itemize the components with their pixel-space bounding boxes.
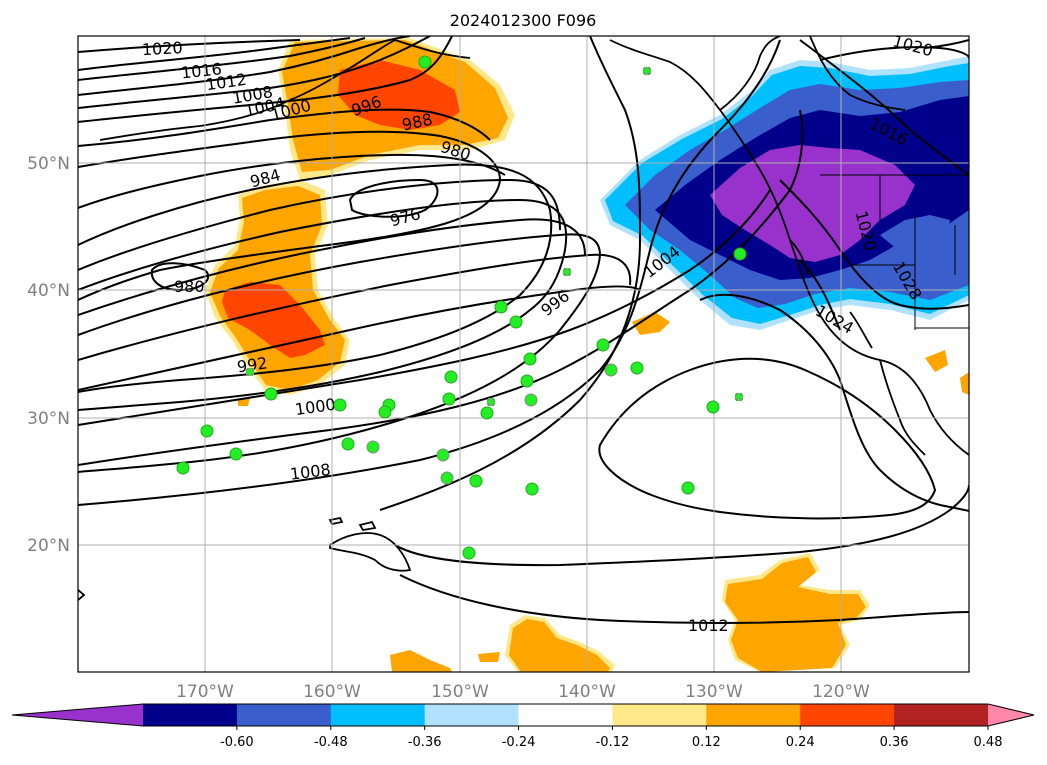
obs-plus <box>735 393 743 401</box>
isobar-label: 1016 <box>180 59 222 82</box>
isobar-label: 992 <box>236 353 269 376</box>
isobar-label: 980 <box>174 277 205 296</box>
observation-markers <box>176 55 747 560</box>
lon-axis-labels: 170°W 160°W 150°W 140°W 130°W 120°W <box>176 682 870 702</box>
colorbar-tick-label: -0.12 <box>596 735 630 750</box>
colorbar-segment <box>518 704 613 726</box>
obs-circle <box>509 315 523 329</box>
colorbar-tick-label: -0.24 <box>502 735 536 750</box>
colorbar: -0.60 -0.48 -0.36 -0.24 -0.12 0.12 0.24 0.36 0.4… <box>11 703 1035 750</box>
obs-circle <box>462 546 476 560</box>
obs-circle <box>480 406 494 420</box>
obs-plus <box>246 368 254 376</box>
lon-label: 150°W <box>431 682 489 702</box>
colorbar-tick-label: 0.12 <box>692 735 721 750</box>
colorbar-segment <box>800 704 895 726</box>
obs-circle <box>378 405 392 419</box>
obs-circle <box>444 370 458 384</box>
obs-circle <box>525 482 539 496</box>
isobar-label: 1012 <box>688 616 729 635</box>
obs-circle <box>442 392 456 406</box>
lat-label: 50°N <box>27 154 70 174</box>
obs-circle-gray <box>436 448 450 462</box>
obs-circle-gray <box>366 440 380 454</box>
colorbar-outline <box>11 703 1035 727</box>
obs-circle-gray <box>604 363 618 377</box>
map-frame <box>77 35 970 673</box>
obs-circle <box>264 387 278 401</box>
graticule <box>78 36 969 672</box>
lat-axis-labels: 20°N 30°N 40°N 50°N <box>27 154 70 556</box>
obs-circle <box>733 247 747 261</box>
obs-circle-gray <box>524 393 538 407</box>
obs-circle <box>494 300 508 314</box>
obs-circle <box>341 437 355 451</box>
isobar-label: 1008 <box>289 460 332 484</box>
lat-label: 20°N <box>27 536 70 556</box>
obs-circle <box>469 474 483 488</box>
lon-label: 170°W <box>176 682 234 702</box>
lon-label: 160°W <box>303 682 361 702</box>
colorbar-tick-label: -0.36 <box>408 735 442 750</box>
colorbar-tick-label: -0.60 <box>220 735 254 750</box>
colorbar-extend-high <box>988 704 1034 726</box>
obs-circle <box>333 398 347 412</box>
colorbar-tick-label: 0.24 <box>786 735 815 750</box>
colorbar-tick-label: 0.36 <box>880 735 909 750</box>
obs-circle <box>229 447 243 461</box>
negative-anomaly-shading <box>600 56 969 330</box>
obs-circle <box>681 481 695 495</box>
obs-circle <box>200 424 214 438</box>
colorbar-segment <box>894 704 989 726</box>
map-area: 1020 1016 1012 1008 1004 1000 996 988 98… <box>78 36 969 672</box>
obs-circle <box>520 374 534 388</box>
colorbar-tick-label: -0.48 <box>314 735 348 750</box>
colorbar-segment <box>424 704 520 726</box>
coastlines <box>78 36 969 601</box>
obs-circle <box>176 461 190 475</box>
lon-label: 140°W <box>558 682 616 702</box>
isobar-label: 1020 <box>141 38 183 59</box>
colorbar-tick-label: 0.48 <box>974 735 1003 750</box>
colorbar-segment <box>330 704 426 726</box>
figure-title: 2024012300 F096 <box>450 11 597 30</box>
obs-circle <box>630 361 644 375</box>
lon-label: 130°W <box>685 682 743 702</box>
lat-label: 40°N <box>27 281 70 301</box>
obs-circle-gray <box>440 471 454 485</box>
political-borders <box>820 174 969 330</box>
colorbar-segment <box>706 704 801 726</box>
colorbar-segment <box>143 704 238 726</box>
lon-label: 120°W <box>812 682 870 702</box>
obs-circle <box>418 55 432 69</box>
colorbar-segment <box>236 704 332 726</box>
obs-circle <box>706 400 720 414</box>
colorbar-extend-low <box>12 704 143 726</box>
obs-circle <box>596 338 610 352</box>
obs-plus <box>643 67 651 75</box>
obs-circle <box>523 352 537 366</box>
isobars <box>78 36 969 624</box>
obs-plus <box>563 268 571 276</box>
obs-plus <box>487 398 495 406</box>
colorbar-segment <box>612 704 707 726</box>
lat-label: 30°N <box>27 409 70 429</box>
